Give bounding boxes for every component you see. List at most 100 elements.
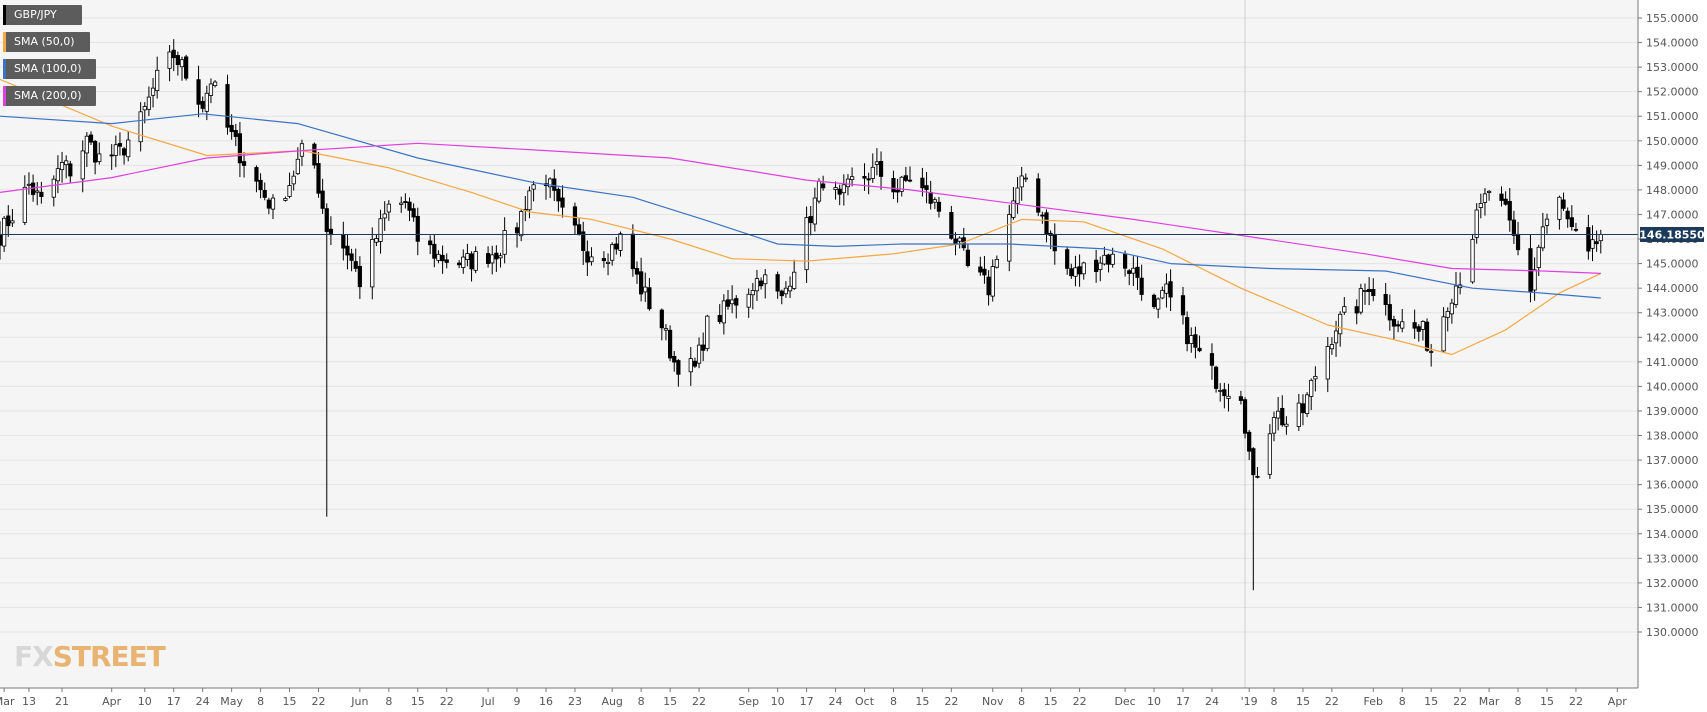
candle [1007, 204, 1012, 272]
candle-body [618, 233, 623, 251]
candle [667, 325, 673, 362]
candle [39, 181, 44, 204]
candle [411, 203, 416, 222]
legend-item-sma-50[interactable]: SMA (50,0) [3, 32, 90, 52]
last-price-tag-background [1640, 226, 1704, 242]
candle [225, 74, 230, 135]
y-tick-label: 138.0000 [1646, 430, 1699, 443]
candle [457, 260, 462, 269]
candle-body [1247, 431, 1252, 452]
candle [763, 269, 768, 299]
candle [291, 170, 296, 191]
candle-body [341, 234, 346, 249]
sma-lines [0, 78, 1602, 356]
candle [155, 56, 160, 99]
candle-body [605, 261, 611, 264]
candle [1255, 466, 1260, 479]
candle [485, 246, 491, 268]
candle [1019, 166, 1024, 201]
candle-body [783, 287, 789, 295]
candle-body [585, 251, 590, 263]
candle-body [1007, 214, 1012, 262]
candle-body [548, 178, 553, 188]
y-tick-label: 143.0000 [1646, 307, 1699, 320]
candle-body [233, 130, 238, 137]
candle-body [841, 184, 846, 194]
candle-body [1362, 290, 1368, 292]
legend-item-sma-100[interactable]: SMA (100,0) [3, 59, 96, 79]
candle-body [924, 185, 929, 191]
candle-body [382, 213, 387, 219]
candle [1135, 255, 1140, 290]
candle-body [59, 161, 65, 171]
candle-body [1185, 317, 1190, 345]
candle-body [55, 168, 61, 182]
candle-body [1478, 203, 1483, 208]
candle [924, 172, 929, 204]
candle-body [1424, 321, 1430, 351]
candle [167, 44, 172, 82]
candle-body [1122, 253, 1128, 269]
candle-body [928, 191, 933, 204]
candle-body [1180, 295, 1186, 316]
candle-body [614, 243, 619, 250]
last-price-tag-label: 146.18550 [1639, 228, 1705, 241]
logo-part-street: STREET [52, 640, 166, 673]
candle [68, 160, 73, 183]
candle-body [957, 237, 962, 242]
candle [1573, 222, 1579, 232]
candle [1036, 173, 1041, 217]
candle-body [93, 140, 98, 163]
candle-body [1156, 298, 1161, 310]
candle [1391, 315, 1397, 340]
candle-body [667, 329, 673, 359]
y-tick-label: 153.0000 [1646, 61, 1699, 74]
candle-body [312, 143, 317, 166]
candle [1280, 395, 1285, 427]
candle-body [849, 176, 855, 181]
candle-body [175, 55, 180, 66]
sma-50-line [0, 78, 1602, 356]
x-tick-label: 15 [663, 695, 677, 708]
candle-body [1073, 267, 1078, 277]
x-tick-label: 9 [514, 695, 521, 708]
candle [113, 135, 118, 168]
candle [1077, 254, 1082, 287]
candle [895, 178, 900, 203]
candle [1073, 255, 1078, 287]
candle-body [982, 268, 987, 276]
candle-body [6, 215, 11, 227]
candle-body [920, 177, 925, 189]
candle-body [1300, 403, 1306, 414]
y-tick-label: 151.0000 [1646, 110, 1699, 123]
x-tick-label: 15 [1296, 695, 1310, 708]
candle-body [1094, 259, 1099, 273]
candle-body [407, 201, 412, 211]
candle-body [26, 183, 32, 186]
legend-item-sma-200[interactable]: SMA (200,0) [3, 86, 96, 106]
candle [531, 181, 536, 202]
candle [643, 272, 648, 302]
candle [936, 196, 942, 218]
candle-body [316, 163, 321, 194]
x-tick-label: 8 [1515, 695, 1522, 708]
candle [730, 285, 735, 314]
candle-body [1131, 267, 1136, 274]
candle [378, 209, 383, 254]
candle [1102, 246, 1107, 266]
candle-body [1213, 366, 1219, 389]
x-tick-label: 17 [1176, 695, 1190, 708]
x-tick-label: 10 [138, 695, 152, 708]
candle [415, 207, 420, 256]
x-tick-label: Mar [1479, 695, 1500, 708]
candle-body [601, 258, 607, 262]
candle [432, 234, 437, 268]
x-tick-label: 8 [385, 695, 392, 708]
x-axis: Mar 13 21 Apr 10 17 24 May 8 15 22 Jun 8 15 22 Jul 9 16 23… [0, 688, 1627, 708]
candle-body [117, 143, 123, 147]
legend-item-gbpjpy[interactable]: GBP/JPY [3, 5, 82, 25]
candle-body [1441, 316, 1446, 352]
candle-body [672, 355, 677, 363]
candle [663, 324, 669, 341]
